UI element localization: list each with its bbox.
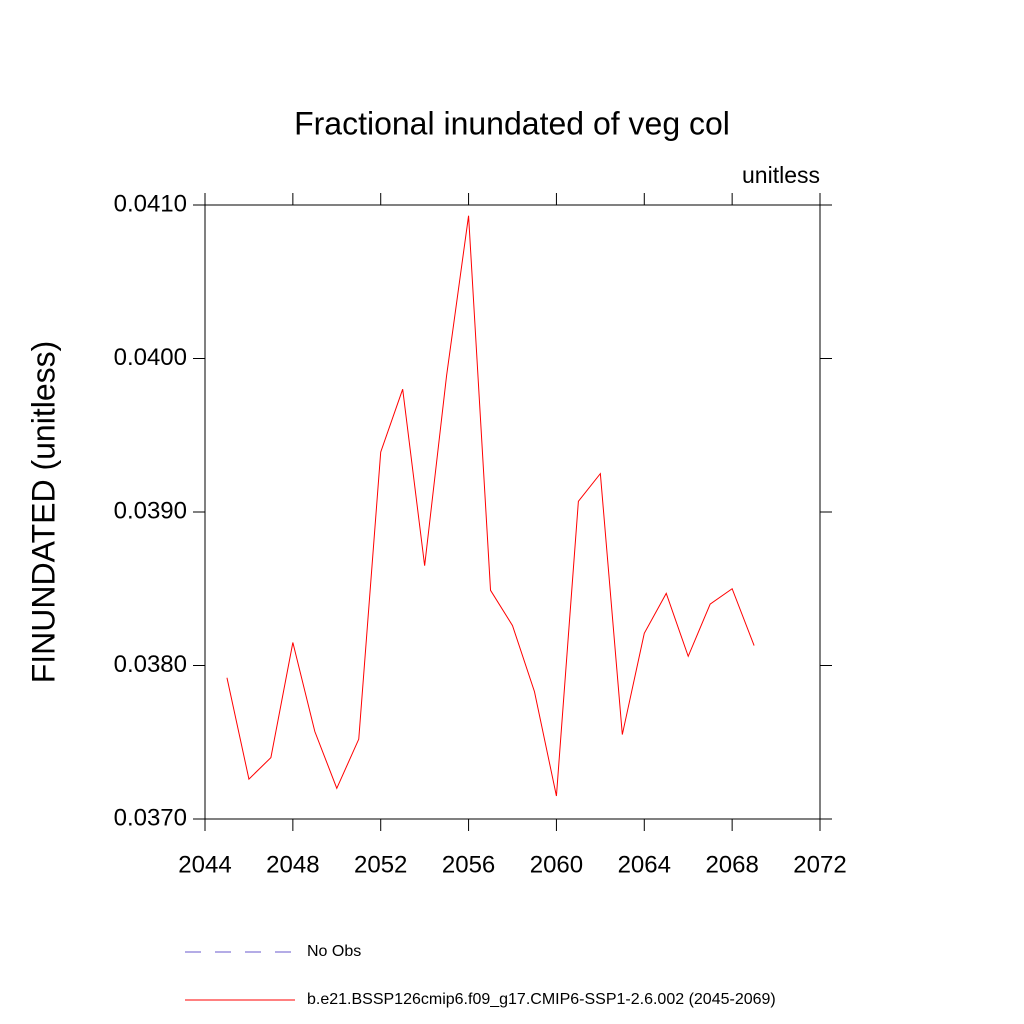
- chart-subtitle: unitless: [742, 162, 820, 188]
- legend-label: b.e21.BSSP126cmip6.f09_g17.CMIP6-SSP1-2.…: [307, 991, 776, 1008]
- y-tick-label: 0.0370: [114, 804, 187, 831]
- y-axis-label: FINUNDATED (unitless): [25, 341, 61, 684]
- x-tick-label: 2072: [793, 851, 846, 878]
- x-tick-label: 2056: [442, 851, 495, 878]
- x-tick-label: 2052: [354, 851, 407, 878]
- chart-title: Fractional inundated of veg col: [294, 105, 730, 141]
- y-tick-label: 0.0380: [114, 651, 187, 678]
- x-tick-label: 2068: [705, 851, 758, 878]
- x-tick-label: 2064: [618, 851, 671, 878]
- x-tick-label: 2060: [530, 851, 583, 878]
- y-tick-label: 0.0410: [114, 190, 187, 217]
- x-tick-label: 2048: [266, 851, 319, 878]
- x-tick-label: 2044: [178, 851, 231, 878]
- y-tick-label: 0.0400: [114, 344, 187, 371]
- plot-frame: [204, 204, 821, 820]
- y-tick-label: 0.0390: [114, 497, 187, 524]
- data-line: [226, 215, 755, 797]
- legend-label: No Obs: [307, 943, 361, 960]
